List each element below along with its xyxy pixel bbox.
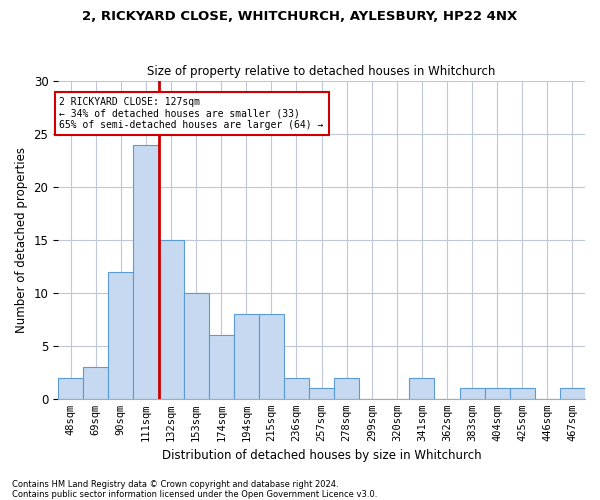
Bar xyxy=(58,378,83,399)
Text: 2 RICKYARD CLOSE: 127sqm
← 34% of detached houses are smaller (33)
65% of semi-d: 2 RICKYARD CLOSE: 127sqm ← 34% of detach… xyxy=(59,97,324,130)
Bar xyxy=(409,378,434,399)
Bar xyxy=(284,378,309,399)
Bar xyxy=(334,378,359,399)
Bar xyxy=(109,272,133,399)
Bar xyxy=(83,367,109,399)
Bar xyxy=(460,388,485,399)
Bar xyxy=(158,240,184,399)
Title: Size of property relative to detached houses in Whitchurch: Size of property relative to detached ho… xyxy=(148,66,496,78)
Bar xyxy=(309,388,334,399)
Bar xyxy=(560,388,585,399)
Bar xyxy=(184,293,209,399)
Text: 2, RICKYARD CLOSE, WHITCHURCH, AYLESBURY, HP22 4NX: 2, RICKYARD CLOSE, WHITCHURCH, AYLESBURY… xyxy=(82,10,518,23)
Text: Contains HM Land Registry data © Crown copyright and database right 2024.
Contai: Contains HM Land Registry data © Crown c… xyxy=(12,480,377,499)
Bar xyxy=(259,314,284,399)
Bar xyxy=(510,388,535,399)
Bar xyxy=(133,144,158,399)
Bar xyxy=(234,314,259,399)
X-axis label: Distribution of detached houses by size in Whitchurch: Distribution of detached houses by size … xyxy=(162,450,481,462)
Bar xyxy=(209,336,234,399)
Y-axis label: Number of detached properties: Number of detached properties xyxy=(15,147,28,333)
Bar xyxy=(485,388,510,399)
